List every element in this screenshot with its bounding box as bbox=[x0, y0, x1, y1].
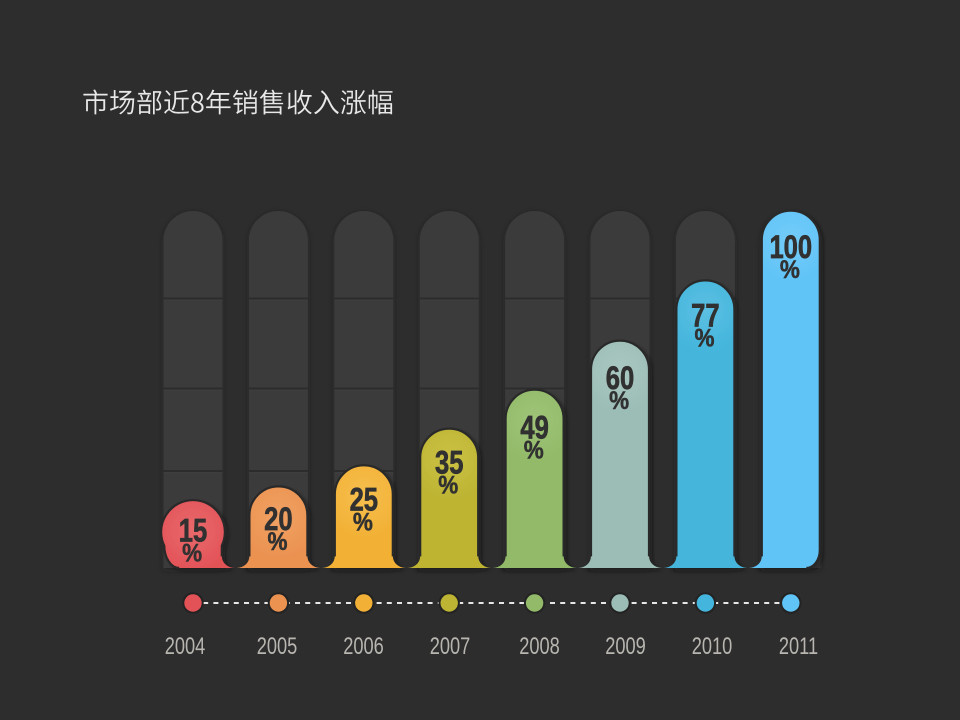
svg-text:2009: 2009 bbox=[605, 633, 646, 660]
svg-text:2004: 2004 bbox=[165, 633, 206, 660]
svg-text:%: % bbox=[182, 539, 202, 567]
svg-text:2008: 2008 bbox=[519, 633, 560, 660]
svg-text:2005: 2005 bbox=[257, 633, 298, 660]
svg-text:%: % bbox=[438, 471, 458, 499]
svg-text:60: 60 bbox=[606, 362, 634, 397]
svg-text:%: % bbox=[609, 387, 629, 415]
svg-text:77: 77 bbox=[691, 299, 719, 334]
svg-text:%: % bbox=[780, 256, 800, 284]
svg-text:2007: 2007 bbox=[430, 633, 471, 660]
svg-text:25: 25 bbox=[350, 483, 378, 518]
svg-text:100: 100 bbox=[769, 230, 812, 265]
svg-text:15: 15 bbox=[179, 514, 207, 549]
svg-text:2011: 2011 bbox=[779, 633, 818, 660]
svg-text:%: % bbox=[267, 528, 287, 556]
svg-text:2010: 2010 bbox=[692, 633, 733, 660]
svg-text:20: 20 bbox=[264, 502, 292, 537]
svg-text:%: % bbox=[353, 508, 373, 536]
svg-text:%: % bbox=[524, 436, 544, 464]
svg-text:%: % bbox=[694, 324, 714, 352]
svg-text:35: 35 bbox=[435, 446, 463, 481]
svg-text:2006: 2006 bbox=[343, 633, 384, 660]
svg-text:49: 49 bbox=[520, 411, 548, 446]
